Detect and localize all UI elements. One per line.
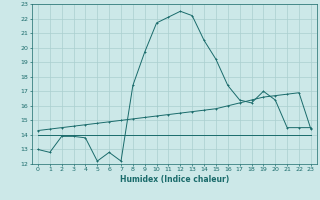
X-axis label: Humidex (Indice chaleur): Humidex (Indice chaleur)	[120, 175, 229, 184]
